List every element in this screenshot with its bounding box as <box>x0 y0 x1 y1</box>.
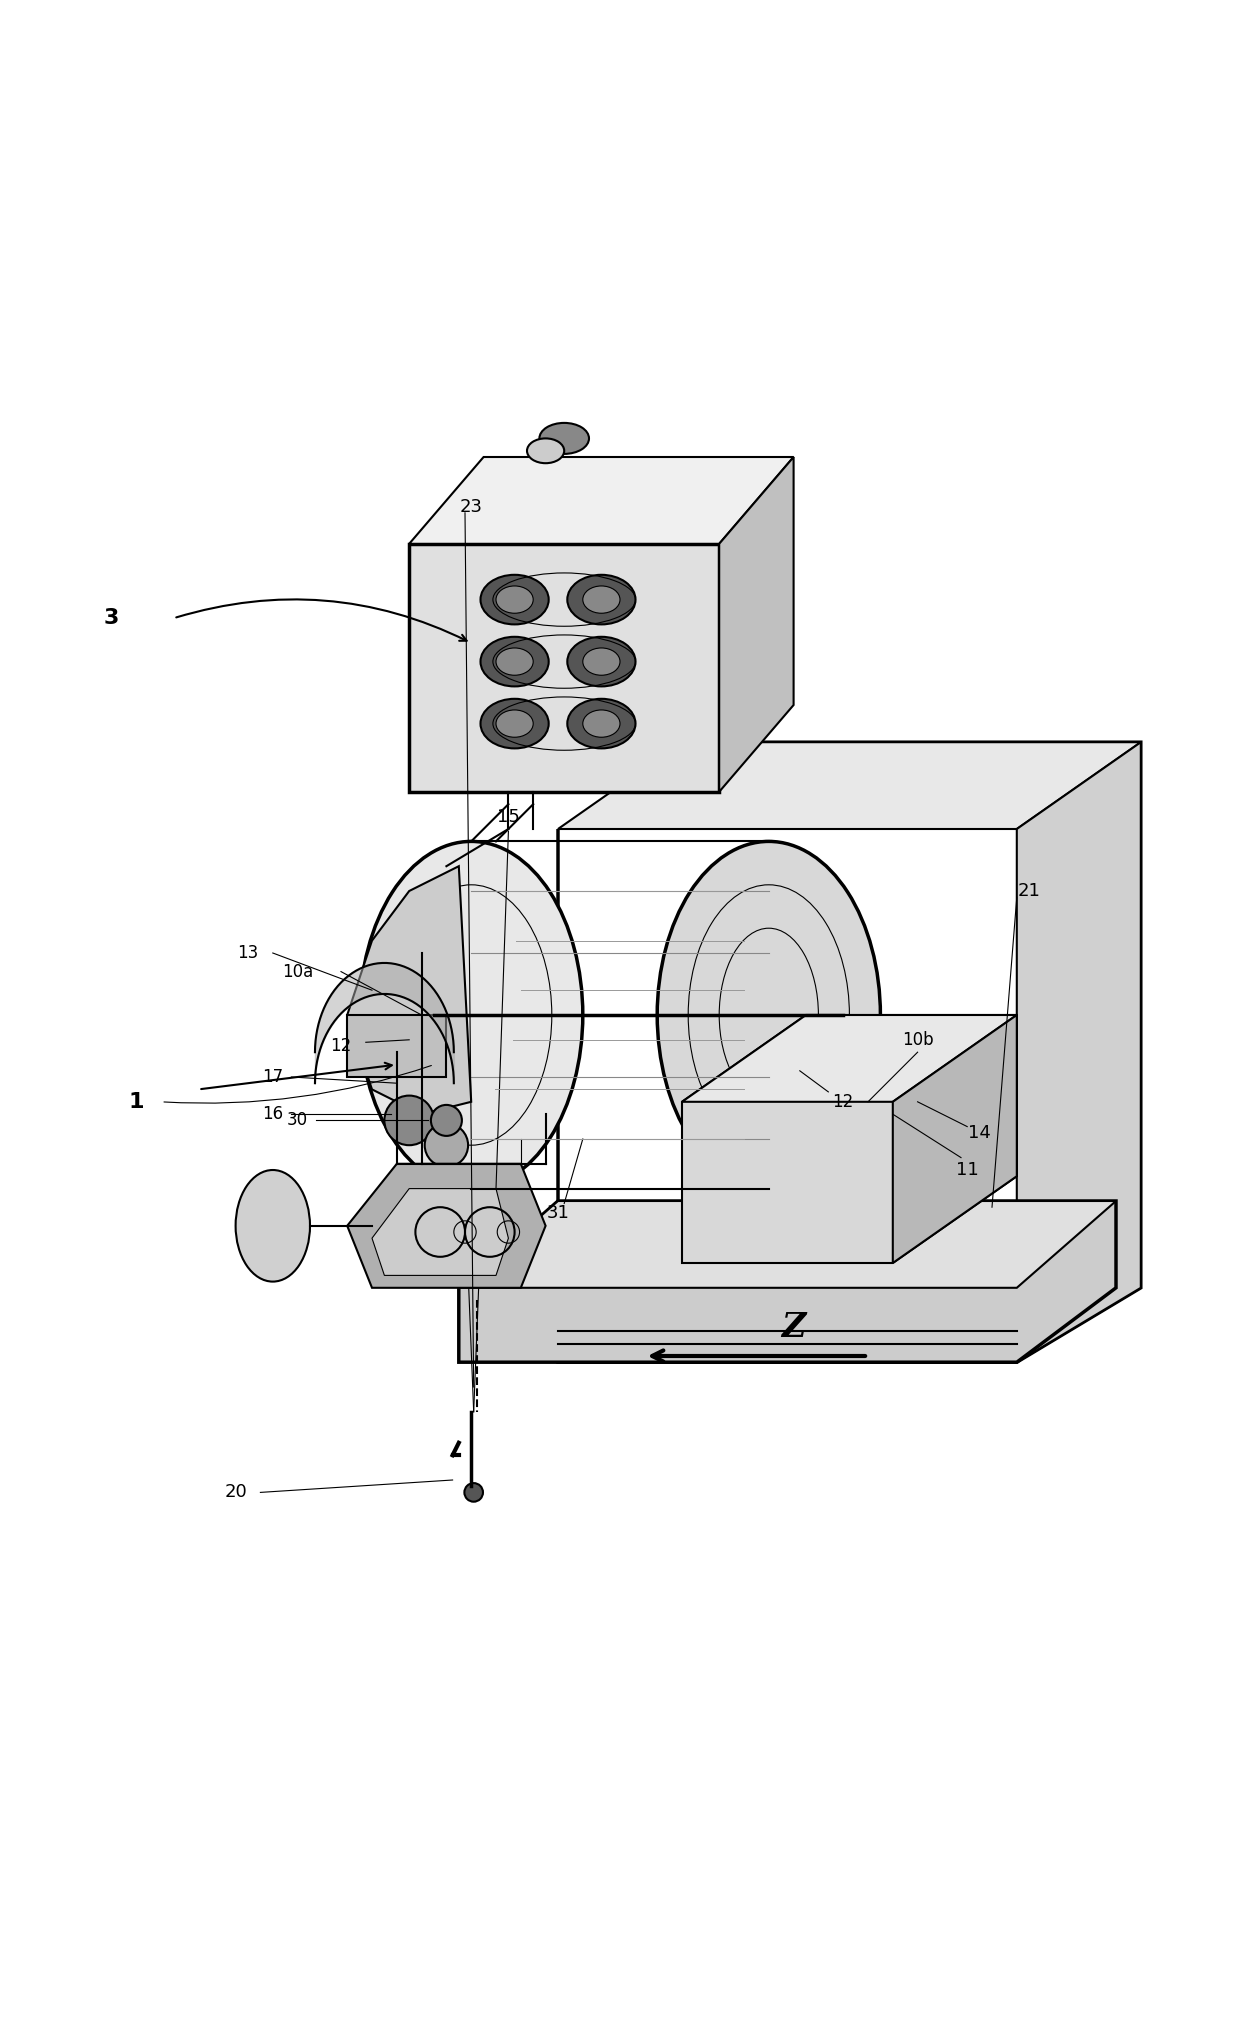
Polygon shape <box>558 743 1141 828</box>
Polygon shape <box>459 1202 1116 1362</box>
Ellipse shape <box>424 1123 467 1167</box>
Ellipse shape <box>384 1096 434 1145</box>
Ellipse shape <box>236 1169 310 1281</box>
Ellipse shape <box>583 710 620 737</box>
Text: 12: 12 <box>832 1092 854 1110</box>
Ellipse shape <box>496 587 533 613</box>
Text: 21: 21 <box>1018 881 1040 899</box>
Polygon shape <box>347 1015 446 1078</box>
Polygon shape <box>459 1202 1116 1287</box>
Ellipse shape <box>481 698 549 749</box>
Ellipse shape <box>657 840 880 1190</box>
Ellipse shape <box>567 698 635 749</box>
Text: 12: 12 <box>330 1037 352 1056</box>
Polygon shape <box>347 867 471 1114</box>
Polygon shape <box>893 1015 1017 1263</box>
Polygon shape <box>1017 743 1141 1362</box>
Ellipse shape <box>583 648 620 676</box>
Polygon shape <box>372 1190 508 1275</box>
Ellipse shape <box>496 710 533 737</box>
Ellipse shape <box>527 438 564 463</box>
Ellipse shape <box>360 840 583 1190</box>
Ellipse shape <box>567 637 635 686</box>
Text: 16: 16 <box>262 1104 284 1123</box>
Text: 10a: 10a <box>281 962 314 980</box>
Ellipse shape <box>496 648 533 676</box>
Text: 17: 17 <box>262 1068 284 1086</box>
Text: 13: 13 <box>237 944 259 962</box>
Text: 3: 3 <box>104 609 119 627</box>
Text: Z: Z <box>781 1311 806 1344</box>
Ellipse shape <box>583 587 620 613</box>
Text: 1: 1 <box>129 1092 144 1112</box>
Text: 23: 23 <box>460 497 482 516</box>
Ellipse shape <box>567 574 635 625</box>
Text: 14: 14 <box>968 1125 991 1141</box>
Polygon shape <box>682 1015 1017 1102</box>
Polygon shape <box>347 1163 546 1287</box>
Ellipse shape <box>432 1104 463 1137</box>
Polygon shape <box>409 457 794 544</box>
Polygon shape <box>409 544 719 792</box>
Text: 31: 31 <box>547 1204 569 1222</box>
Polygon shape <box>719 457 794 792</box>
Text: 15: 15 <box>497 808 520 826</box>
Ellipse shape <box>481 637 549 686</box>
Ellipse shape <box>464 1484 484 1502</box>
Text: 10b: 10b <box>901 1031 934 1050</box>
Text: 30: 30 <box>286 1110 309 1129</box>
Polygon shape <box>682 1015 1017 1263</box>
Text: 20: 20 <box>224 1484 247 1502</box>
Text: 11: 11 <box>956 1161 978 1179</box>
Ellipse shape <box>539 422 589 455</box>
Ellipse shape <box>481 574 549 625</box>
